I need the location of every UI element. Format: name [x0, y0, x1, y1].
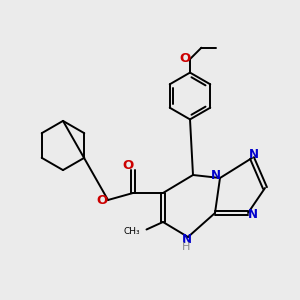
Text: N: N: [211, 169, 221, 182]
Text: O: O: [122, 159, 133, 172]
Text: O: O: [96, 194, 108, 206]
Text: N: N: [182, 232, 191, 246]
Text: N: N: [248, 208, 257, 221]
Text: CH₃: CH₃: [124, 226, 140, 236]
Text: N: N: [248, 148, 259, 161]
Text: O: O: [179, 52, 190, 65]
Text: H: H: [182, 242, 191, 252]
